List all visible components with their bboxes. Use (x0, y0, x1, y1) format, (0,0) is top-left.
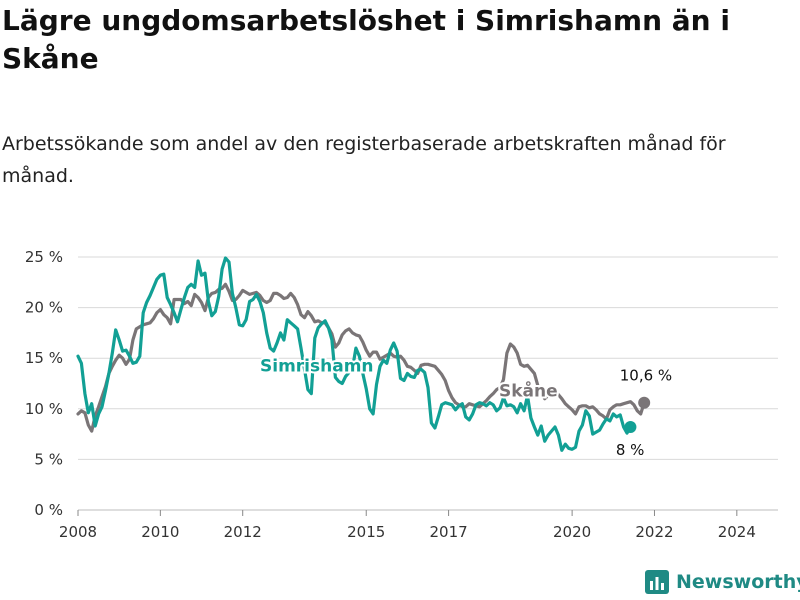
series-lines (76, 256, 651, 452)
end-marker-simrishamn (624, 421, 637, 434)
y-axis: 0 % 5 % 10 % 15 % 20 % 25 % (25, 248, 63, 519)
series-name-simrishamn: Simrishamn (260, 356, 374, 376)
newsworthy-logo[interactable]: Newsworthy (644, 566, 800, 598)
chart-subtitle: Arbetssökande som andel av den registerb… (2, 133, 726, 187)
y-tick-label: 5 % (34, 450, 63, 468)
x-tick-label: 2015 (347, 523, 385, 541)
x-tick-label: 2012 (224, 523, 262, 541)
y-tick-label: 25 % (25, 248, 63, 266)
end-value-skane: 10,6 % (620, 367, 672, 385)
series-line-simrishamn (76, 256, 633, 452)
x-tick-label: 2017 (429, 523, 467, 541)
y-tick-label: 20 % (25, 299, 63, 317)
end-value-simrishamn: 8 % (616, 441, 645, 459)
x-tick-label: 2022 (635, 523, 673, 541)
end-marker-skane (638, 396, 651, 409)
x-tick-label: 2010 (141, 523, 179, 541)
series-name-skane: Skåne (499, 380, 558, 402)
x-tick-label: 2020 (553, 523, 591, 541)
y-tick-label: 15 % (25, 349, 63, 367)
y-tick-label: 10 % (25, 400, 63, 418)
bar-chart-logo-icon (645, 570, 669, 594)
x-tick-label: 2008 (59, 523, 97, 541)
brand-name: Newsworthy (676, 571, 800, 593)
series-labels: Simrishamn Skåne 10,6 % 8 % (258, 354, 674, 460)
line-chart: 0 %5 %10 %15 %20 %25 % 2008 2010 2012 2015 2… (25, 248, 778, 541)
x-tick-label: 2024 (718, 523, 756, 541)
gridlines (78, 256, 778, 511)
chart-title: Lägre ungdomsarbetslöshet i Simrishamn ä… (2, 4, 730, 75)
x-axis: 2008 2010 2012 2015 2017 2020 2022 2024 (59, 510, 756, 541)
y-tick-label: 0 % (34, 501, 63, 519)
